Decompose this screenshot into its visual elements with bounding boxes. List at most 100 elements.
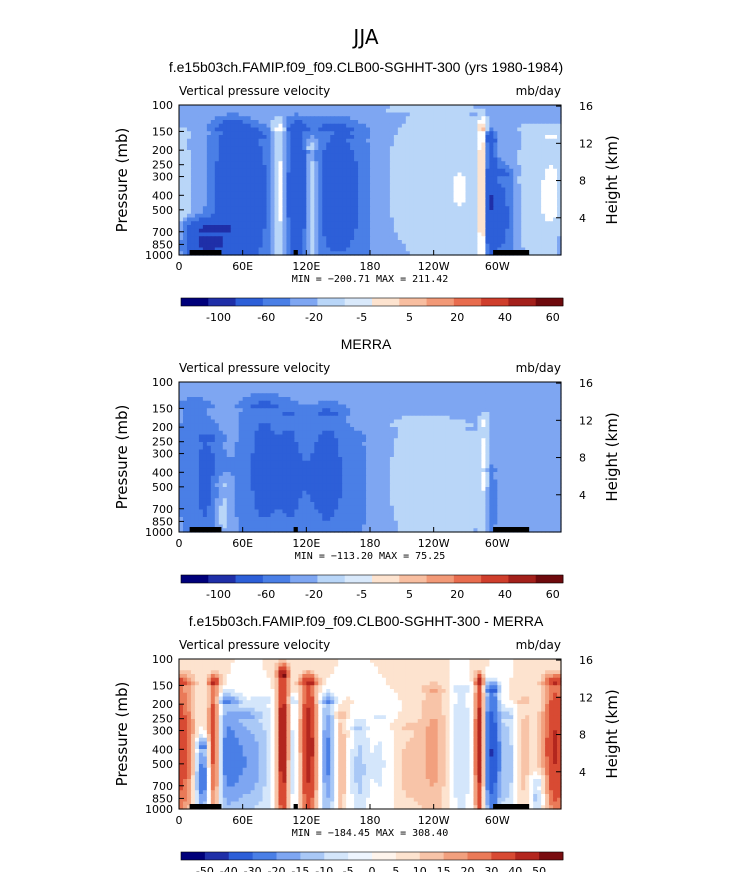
heatmap-cell: [473, 172, 479, 177]
heatmap-cell: [401, 138, 407, 144]
heatmap-cell: [401, 217, 407, 222]
heatmap-cell: [302, 397, 307, 402]
heatmap-cell: [473, 385, 479, 391]
heatmap-cell: [306, 397, 311, 402]
heatmap-cell: [417, 225, 423, 230]
heatmap-cell: [362, 228, 367, 234]
heatmap-cell: [437, 393, 443, 398]
heatmap-cell: [202, 127, 208, 132]
heatmap-cell: [222, 397, 228, 402]
heatmap-cell: [425, 397, 431, 402]
heatmap-cell: [501, 108, 506, 114]
heatmap-cell: [381, 221, 387, 226]
heatmap-cell: [218, 180, 224, 185]
heatmap-cell: [198, 232, 204, 237]
heatmap-cell: [230, 168, 236, 174]
heatmap-cell: [421, 153, 427, 159]
heatmap-cell: [370, 419, 375, 424]
heatmap-cell: [326, 153, 331, 159]
heatmap-cell: [541, 397, 546, 402]
heatmap-cell: [537, 108, 542, 114]
heatmap-cell: [401, 195, 407, 200]
heatmap-cell: [274, 172, 280, 177]
heatmap-cell: [302, 393, 307, 398]
heatmap-cell: [354, 213, 359, 219]
heatmap-cell: [461, 105, 467, 110]
heatmap-cell: [354, 206, 359, 211]
heatmap-cell: [222, 146, 228, 151]
heatmap-cell: [533, 153, 538, 159]
heatmap-cell: [489, 127, 494, 132]
heatmap-cell: [182, 131, 188, 136]
heatmap-cell: [417, 105, 423, 110]
heatmap-cell: [262, 138, 268, 144]
heatmap-cell: [330, 191, 335, 196]
heatmap-cell: [179, 210, 184, 215]
heatmap-cell: [190, 419, 196, 424]
heatmap-cell: [497, 153, 502, 159]
heatmap-cell: [545, 206, 550, 211]
heatmap-cell: [238, 123, 244, 129]
heatmap-cell: [533, 202, 538, 207]
heatmap-cell: [362, 206, 367, 211]
heatmap-cell: [525, 198, 530, 204]
heatmap-cell: [433, 419, 439, 424]
heatmap-cell: [206, 240, 212, 245]
heatmap-cell: [218, 108, 224, 114]
heatmap-cell: [230, 146, 236, 151]
heatmap-cell: [222, 247, 228, 252]
heatmap-cell: [389, 393, 395, 398]
heatmap-cell: [373, 138, 379, 144]
heatmap-cell: [413, 112, 419, 117]
heatmap-cell: [274, 112, 280, 117]
heatmap-cell: [194, 247, 200, 252]
heatmap-cell: [322, 419, 327, 424]
heatmap-cell: [517, 187, 522, 192]
heatmap-cell: [489, 236, 494, 241]
heatmap-cell: [274, 240, 280, 245]
heatmap-cell: [377, 108, 383, 114]
heatmap-cell: [222, 191, 228, 196]
heatmap-cell: [541, 389, 546, 394]
heatmap-cell: [186, 236, 192, 241]
heatmap-cell: [318, 105, 323, 110]
heatmap-cell: [533, 131, 538, 136]
heatmap-cell: [549, 142, 554, 147]
heatmap-cell: [282, 408, 288, 413]
y-tick-label: 250: [152, 159, 173, 172]
panel-units-label: mb/day: [516, 361, 561, 375]
heatmap-cell: [537, 180, 542, 185]
heatmap-cell: [350, 180, 355, 185]
heatmap-cell: [493, 243, 498, 249]
heatmap-cell: [214, 172, 220, 177]
heatmap-cell: [485, 247, 490, 252]
heatmap-cell: [274, 176, 280, 181]
heatmap-cell: [373, 108, 379, 114]
heatmap-cell: [234, 165, 240, 170]
heatmap-cell: [489, 198, 494, 204]
heatmap-cell: [230, 161, 236, 166]
heatmap-cell: [497, 206, 502, 211]
heatmap-cell: [421, 112, 427, 117]
heatmap-cell: [537, 400, 542, 406]
heatmap-cell: [258, 206, 264, 211]
heatmap-cell: [445, 120, 451, 125]
heatmap-cell: [481, 153, 486, 159]
heatmap-cell: [437, 213, 443, 219]
heatmap-cell: [525, 187, 530, 192]
heatmap-cell: [318, 195, 323, 200]
heatmap-cell: [230, 389, 236, 394]
heatmap-cell: [417, 210, 423, 215]
heatmap-cell: [501, 176, 506, 181]
heatmap-cell: [401, 228, 407, 234]
heatmap-cell: [465, 195, 471, 200]
heatmap-cell: [441, 138, 447, 144]
heatmap-cell: [461, 195, 467, 200]
heatmap-cell: [346, 135, 351, 140]
heatmap-cell: [179, 404, 184, 409]
heatmap-cell: [354, 187, 359, 192]
heatmap-cell: [517, 404, 522, 409]
heatmap-cell: [278, 142, 284, 147]
heatmap-cell: [238, 206, 244, 211]
heatmap-cell: [485, 404, 490, 409]
